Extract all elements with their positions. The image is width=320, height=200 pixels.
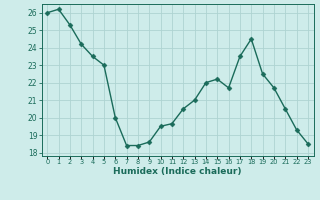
X-axis label: Humidex (Indice chaleur): Humidex (Indice chaleur) [113,167,242,176]
